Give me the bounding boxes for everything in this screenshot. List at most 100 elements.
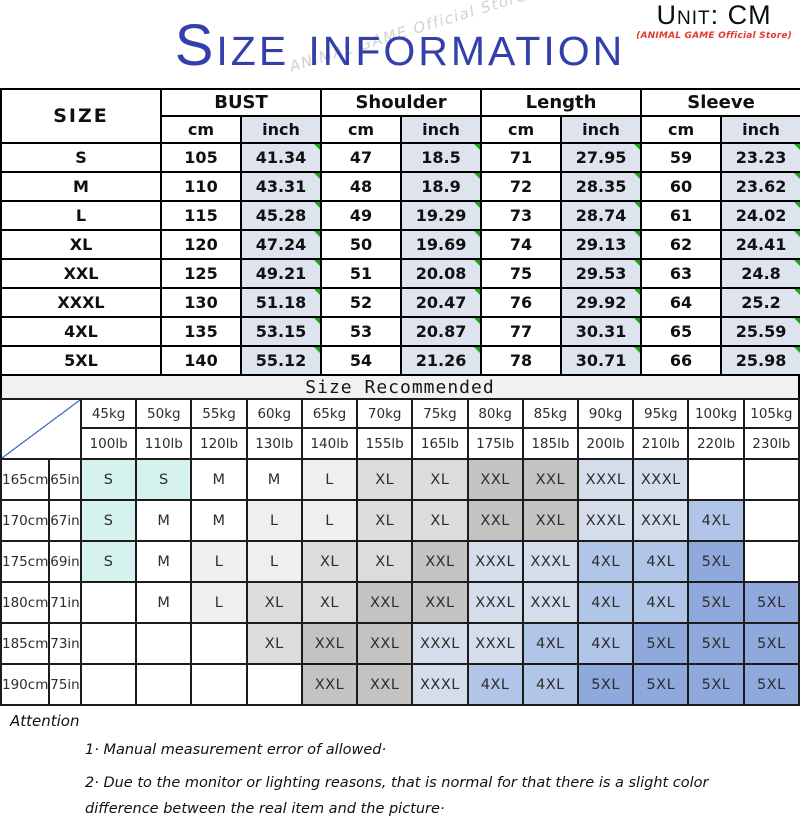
size-value-cell: 43.31 <box>239 171 323 202</box>
size-row-label: 4XL <box>0 316 162 347</box>
recommended-size-cell: 5XL <box>742 663 800 706</box>
recommended-size-cell: L <box>245 540 303 583</box>
recommended-size-cell: 4XL <box>521 663 579 706</box>
recommended-size-cell: XXXL <box>521 540 579 583</box>
recommended-size-cell <box>79 622 138 665</box>
size-value-cell: 61 <box>640 200 723 231</box>
size-value-cell: 20.47 <box>400 287 483 318</box>
recommended-size-cell: 5XL <box>742 581 800 624</box>
recommended-size-cell: S <box>79 499 138 542</box>
weight-lb-header: 100lb <box>79 427 138 460</box>
recommended-size-cell: XL <box>300 581 359 624</box>
recommended-size-cell: S <box>135 458 193 501</box>
height-in-label: 71in <box>48 581 82 624</box>
recommended-size-cell: XXXL <box>411 663 469 706</box>
recommended-size-cell <box>135 663 193 706</box>
height-in-label: 69in <box>48 540 82 583</box>
recommended-size-cell: M <box>245 458 303 501</box>
size-value-cell: 115 <box>160 200 242 231</box>
size-value-cell: 54 <box>320 345 403 376</box>
recommended-size-cell: S <box>79 458 138 501</box>
size-recommended-title: Size Recommended <box>0 374 800 400</box>
size-value-cell: 41.34 <box>239 142 323 173</box>
store-name-label: (ANIMAL GAME Official Store) <box>636 31 792 41</box>
height-cm-label: 170cm <box>0 499 50 542</box>
recommended-size-cell <box>742 540 800 583</box>
size-row-label: M <box>0 171 162 202</box>
recommended-size-cell: XXL <box>521 499 579 542</box>
size-value-cell: 66 <box>640 345 723 376</box>
unit-cm-header: cm <box>480 115 563 144</box>
recommended-size-cell <box>190 663 248 706</box>
recommended-size-cell: M <box>135 581 193 624</box>
height-weight-diagonal-cell <box>0 398 82 460</box>
size-row-label: 5XL <box>0 345 162 376</box>
size-value-cell: 18.5 <box>400 142 483 173</box>
size-value-cell: 130 <box>160 287 242 318</box>
height-cm-label: 165cm <box>0 458 50 501</box>
size-row-label: XXL <box>0 258 162 289</box>
size-value-cell: 28.74 <box>560 200 643 231</box>
attention-section: Attention 1· Manual measurement error of… <box>10 712 790 822</box>
recommended-size-cell: XL <box>245 622 303 665</box>
measure-group-header: Length <box>480 88 643 117</box>
size-value-cell: 72 <box>480 171 563 202</box>
attention-item-1: 1· Manual measurement error of allowed· <box>85 742 387 758</box>
size-value-cell: 65 <box>640 316 723 347</box>
recommended-size-cell: 4XL <box>466 663 524 706</box>
recommended-size-cell: XL <box>300 540 359 583</box>
recommend-row: 165cm 65in S S M M L XL XL XXL XXL XXXL XXXL <box>0 458 800 501</box>
weight-kg-header: 55kg <box>190 398 248 429</box>
size-value-cell: 19.69 <box>400 229 483 260</box>
weight-kg-header: 75kg <box>411 398 469 429</box>
height-cm-label: 185cm <box>0 622 50 665</box>
recommended-size-cell: 4XL <box>576 622 635 665</box>
recommended-size-cell <box>190 622 248 665</box>
recommended-size-cell: XXXL <box>632 458 690 501</box>
recommended-size-cell: XL <box>411 458 469 501</box>
size-table-row: 5XL 140 55.12 54 21.26 78 30.71 66 25.98 <box>0 345 800 376</box>
size-value-cell: 53.15 <box>239 316 323 347</box>
recommended-size-cell: XXXL <box>466 581 524 624</box>
size-row-label: XL <box>0 229 162 260</box>
weight-lb-header: 200lb <box>576 427 635 460</box>
unit-label: Unit: CM <box>656 0 772 30</box>
size-value-cell: 48 <box>320 171 403 202</box>
measure-group-header: Sleeve <box>640 88 800 117</box>
weight-kg-header: 70kg <box>356 398 414 429</box>
size-value-cell: 51.18 <box>239 287 323 318</box>
size-value-cell: 30.71 <box>560 345 643 376</box>
size-value-cell: 74 <box>480 229 563 260</box>
recommended-size-cell: XXL <box>466 458 524 501</box>
recommended-size-cell: XXXL <box>521 581 579 624</box>
weight-lb-header: 185lb <box>521 427 579 460</box>
size-value-cell: 20.87 <box>400 316 483 347</box>
size-value-cell: 73 <box>480 200 563 231</box>
recommended-size-cell: XL <box>411 499 469 542</box>
recommended-size-cell: XL <box>245 581 303 624</box>
size-table-row: L 115 45.28 49 19.29 73 28.74 61 24.02 <box>0 200 800 231</box>
size-value-cell: 78 <box>480 345 563 376</box>
recommended-size-cell: XXXL <box>632 499 690 542</box>
weight-lb-header: 130lb <box>245 427 303 460</box>
weight-lb-header: 230lb <box>742 427 800 460</box>
size-value-cell: 51 <box>320 258 403 289</box>
size-value-cell: 45.28 <box>239 200 323 231</box>
size-value-cell: 28.35 <box>560 171 643 202</box>
recommended-size-cell <box>79 663 138 706</box>
recommend-row: 180cm 71in M L XL XL XXL XXL XXXL XXXL 4XL 4XL 5XL 5X… <box>0 581 800 624</box>
size-value-cell: 49.21 <box>239 258 323 289</box>
unit-cm-header: cm <box>320 115 403 144</box>
recommended-size-cell: XXXL <box>411 622 469 665</box>
recommended-size-cell: XXXL <box>466 540 524 583</box>
recommended-size-cell: M <box>190 458 248 501</box>
recommended-size-cell <box>742 499 800 542</box>
size-value-cell: 59 <box>640 142 723 173</box>
recommended-size-cell: XXL <box>300 622 359 665</box>
recommended-size-cell: M <box>135 499 193 542</box>
size-value-cell: 25.98 <box>720 345 800 376</box>
size-value-cell: 25.2 <box>720 287 800 318</box>
size-table-row: XL 120 47.24 50 19.69 74 29.13 62 24.41 <box>0 229 800 260</box>
weight-kg-header: 105kg <box>742 398 800 429</box>
size-value-cell: 125 <box>160 258 242 289</box>
